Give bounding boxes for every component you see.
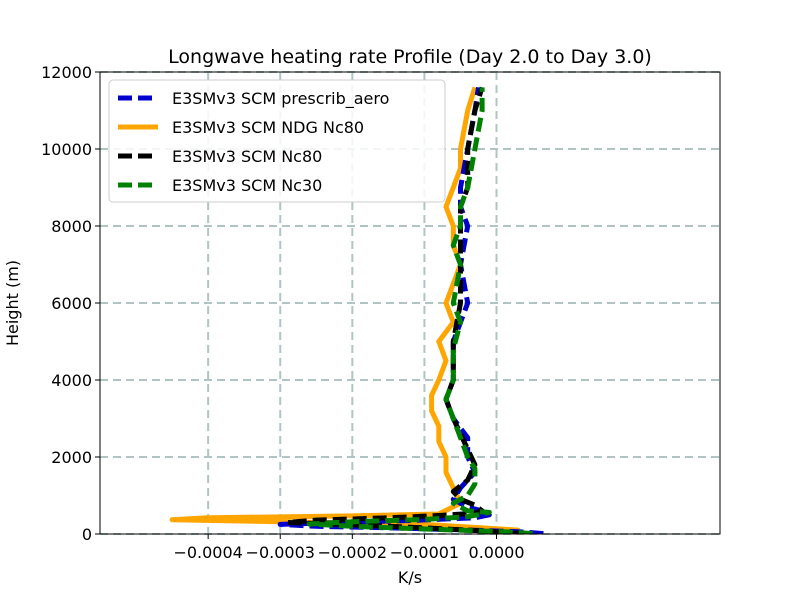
x-axis-label: K/s	[398, 568, 422, 587]
y-tick-label: 6000	[51, 294, 92, 313]
legend-label-1: E3SMv3 SCM NDG Nc80	[172, 118, 364, 137]
y-tick-label: 12000	[41, 63, 92, 82]
grid-lines	[100, 71, 720, 535]
y-tick-label: 10000	[41, 140, 92, 159]
x-axis: −0.0004 −0.0003 −0.0002 −0.0001 0.0000	[173, 534, 525, 562]
series-line-1	[169, 86, 521, 534]
x-tick-label: 0.0000	[469, 543, 525, 562]
legend-box	[108, 79, 446, 203]
series-line-3	[306, 87, 533, 534]
legend-label-2: E3SMv3 SCM Nc80	[172, 147, 322, 166]
y-tick-label: 2000	[51, 448, 92, 467]
y-axis-label: Height (m)	[3, 260, 22, 346]
y-axis: 0 2000 4000 6000 8000 10000 12000	[41, 63, 100, 544]
y-tick-label: 4000	[51, 371, 92, 390]
legend-label-3: E3SMv3 SCM Nc30	[172, 176, 322, 195]
chart-title: Longwave heating rate Profile (Day 2.0 t…	[168, 46, 652, 68]
y-tick-label: 0	[82, 525, 92, 544]
x-tick-label: −0.0003	[246, 543, 315, 562]
x-tick-label: −0.0004	[173, 543, 242, 562]
legend-label-0: E3SMv3 SCM prescrib_aero	[172, 89, 389, 109]
x-tick-label: −0.0002	[318, 543, 387, 562]
x-tick-label: −0.0001	[390, 543, 459, 562]
y-tick-label: 8000	[51, 217, 92, 236]
series-lines	[169, 86, 544, 534]
legend: E3SMv3 SCM prescrib_aero E3SMv3 SCM NDG N…	[108, 79, 446, 203]
